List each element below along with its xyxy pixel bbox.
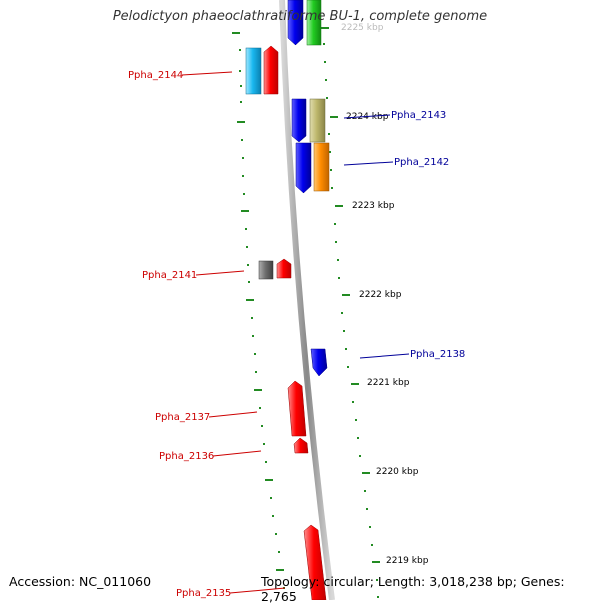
gene-arrow-blue[interactable] [291,98,307,143]
kbp-label: 2221 kbp [367,378,410,388]
gene-label-ppha-2143[interactable]: Ppha_2143 [391,110,446,121]
kbp-label: 2223 kbp [352,201,395,211]
gene-arrow-gray[interactable] [258,260,274,280]
connector-line [343,161,394,166]
gene-arrow-green[interactable] [306,0,322,46]
genome-backbone [279,0,335,600]
connector-line [208,411,258,418]
kbp-label: 2220 kbp [376,467,419,477]
connector-line [343,114,391,119]
accession-text: Accession: NC_011060 [9,574,152,589]
connector-line [181,71,233,76]
map-title: Pelodictyon phaeoclathratiforme BU-1, co… [112,9,488,24]
connector-line [359,353,410,359]
connector-line [212,450,262,457]
gene-label-ppha-2138[interactable]: Ppha_2138 [410,349,465,360]
kbp-label: 2222 kbp [359,290,402,300]
gene-arrow-ppha-2136[interactable] [293,437,309,454]
gene-label-ppha-2141[interactable]: Ppha_2141 [142,270,197,281]
gene-arrow-ppha-2144[interactable] [263,45,279,95]
gene-label-ppha-2136[interactable]: Ppha_2136 [159,451,214,462]
gene-arrow-cyan[interactable] [245,47,262,95]
kbp-label: 2219 kbp [386,556,429,566]
gene-arrow-ppha-2138[interactable] [310,348,328,377]
gene-arrow-blue[interactable] [295,142,312,194]
gene-arrow-ppha-2137[interactable] [287,380,307,437]
connector-line [195,270,245,276]
gene-arrow-ppha-2135[interactable] [303,524,327,600]
kbp-label: 2224 kbp [346,112,389,122]
gene-arrow-ppha-2141[interactable] [276,258,292,279]
gene-arrow-ppha-2143[interactable] [309,98,326,143]
gene-features [245,0,330,600]
gene-label-ppha-2135[interactable]: Ppha_2135 [176,588,231,599]
connector-line [229,587,286,594]
label-connectors [181,71,410,594]
kbp-label: 2225 kbp [341,23,384,33]
right-tick-track [321,27,380,598]
gene-label-ppha-2142[interactable]: Ppha_2142 [394,157,449,168]
gene-label-ppha-2144[interactable]: Ppha_2144 [128,70,183,81]
gene-arrow-blue[interactable] [287,0,304,46]
gene-label-ppha-2137[interactable]: Ppha_2137 [155,412,210,423]
left-tick-track [232,32,285,589]
gene-arrow-ppha-2142[interactable] [313,142,330,192]
